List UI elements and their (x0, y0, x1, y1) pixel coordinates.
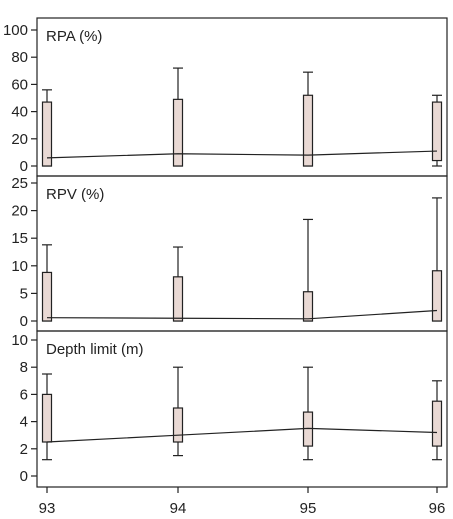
y-tick-label: 10 (11, 258, 28, 275)
y-tick-label: 4 (20, 414, 28, 431)
y-tick-label: 0 (20, 158, 28, 175)
median-line (46, 309, 438, 320)
box-body (431, 400, 443, 447)
box-96 (431, 197, 443, 322)
y-tick: 60 (11, 76, 37, 93)
box-body (172, 407, 184, 443)
y-tick-label: 25 (11, 175, 28, 192)
y-tick-label: 15 (11, 230, 28, 247)
x-tick-93: 93 (39, 500, 56, 517)
box-93 (41, 373, 53, 461)
box-93 (41, 89, 53, 167)
y-tick: 10 (11, 332, 37, 349)
y-tick: 0 (20, 468, 37, 485)
panel-title: RPV (%) (46, 186, 104, 203)
y-tick-label: 2 (20, 441, 28, 458)
box-body (172, 98, 184, 167)
box-body (302, 94, 314, 167)
median-line (46, 150, 438, 159)
y-tick: 0 (20, 313, 37, 330)
box-body (41, 393, 53, 443)
y-tick-label: 0 (20, 313, 28, 330)
x-tick-95: 95 (300, 500, 317, 517)
box-body (172, 276, 184, 322)
box-body (41, 271, 53, 322)
panel-2: 0 5 10 15 20 25 RPV (%) (11, 175, 448, 332)
y-tick-label: 40 (11, 104, 28, 121)
y-tick-label: 0 (20, 468, 28, 485)
x-tick-94: 94 (170, 500, 187, 517)
y-tick-label: 20 (11, 131, 28, 148)
box-body (431, 101, 443, 162)
median-line (46, 427, 438, 443)
chart-panels: 0 20 40 60 80 100 RPA (%) 0 5 10 15 20 25 RPV (%) 0 2 4 6… (3, 17, 448, 488)
box-body (41, 101, 53, 167)
y-tick: 10 (11, 258, 37, 275)
y-tick: 25 (11, 175, 37, 192)
y-tick: 20 (11, 203, 37, 220)
y-tick-label: 8 (20, 359, 28, 376)
panel-frame (36, 330, 448, 488)
box-94 (172, 67, 184, 167)
box-94 (172, 366, 184, 457)
y-tick: 100 (3, 22, 37, 39)
panel-title: RPA (%) (46, 28, 102, 45)
box-body (431, 270, 443, 322)
y-tick-label: 10 (11, 332, 28, 349)
y-tick: 40 (11, 104, 37, 121)
y-tick: 8 (20, 359, 37, 376)
y-tick-label: 6 (20, 386, 28, 403)
box-95 (302, 366, 314, 461)
y-tick: 0 (20, 158, 37, 175)
x-tick-96: 96 (429, 500, 446, 517)
y-tick: 80 (11, 49, 37, 66)
y-tick: 5 (20, 285, 37, 302)
y-tick: 20 (11, 131, 37, 148)
y-tick-label: 80 (11, 49, 28, 66)
box-93 (41, 244, 53, 322)
panel-title: Depth limit (m) (46, 341, 144, 358)
y-tick: 15 (11, 230, 37, 247)
box-94 (172, 246, 184, 322)
box-95 (302, 71, 314, 167)
panel-3: 0 2 4 6 8 10 Depth limit (m) (11, 330, 448, 488)
y-tick-label: 20 (11, 203, 28, 220)
y-tick-label: 5 (20, 285, 28, 302)
x-axis: 93 94 95 96 (39, 487, 446, 517)
y-tick: 6 (20, 386, 37, 403)
box-96 (431, 380, 443, 461)
y-tick: 2 (20, 441, 37, 458)
y-tick: 4 (20, 414, 37, 431)
box-95 (302, 218, 314, 322)
box-96 (431, 94, 443, 167)
y-tick-label: 60 (11, 76, 28, 93)
y-tick-label: 100 (3, 22, 28, 39)
panel-1: 0 20 40 60 80 100 RPA (%) (3, 17, 448, 177)
x-tick-label: 93 (39, 500, 56, 517)
box-body (302, 291, 314, 322)
